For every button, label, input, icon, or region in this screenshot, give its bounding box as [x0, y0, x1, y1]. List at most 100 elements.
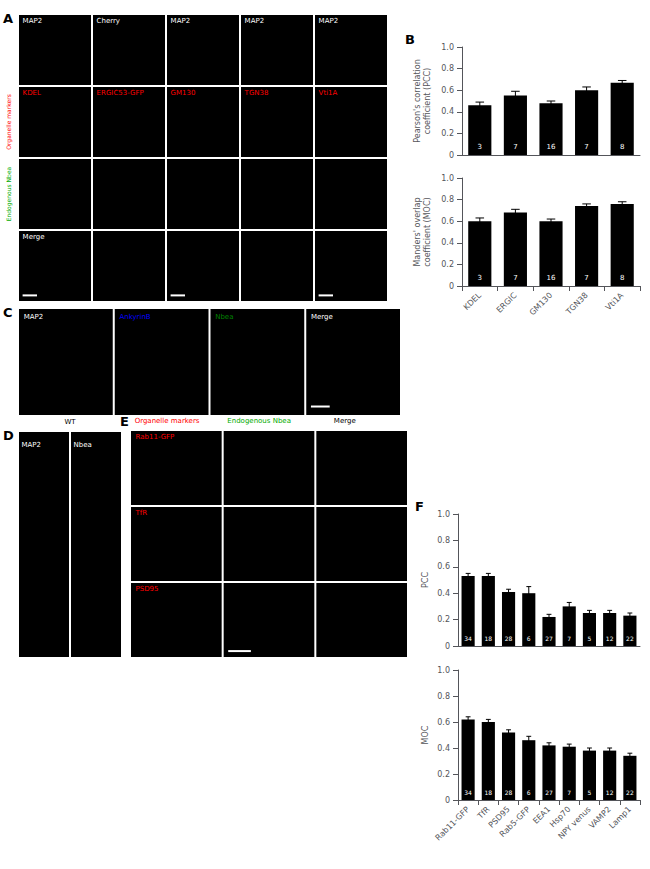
svg-text:B: B: [405, 32, 415, 47]
svg-text:0.8: 0.8: [437, 692, 450, 701]
svg-text:Merge: Merge: [23, 233, 45, 241]
svg-text:Manders' overlap: Manders' overlap: [413, 197, 422, 266]
svg-text:28: 28: [505, 635, 513, 642]
svg-text:TfR: TfR: [135, 509, 148, 517]
svg-text:Organelle markers: Organelle markers: [5, 94, 13, 150]
svg-text:PCC: PCC: [421, 572, 430, 588]
svg-text:28: 28: [505, 789, 513, 796]
svg-text:0.4: 0.4: [441, 107, 454, 116]
svg-text:0.8: 0.8: [441, 195, 454, 204]
svg-text:Vti1A: Vti1A: [604, 290, 626, 312]
svg-text:1.0: 1.0: [441, 174, 454, 183]
svg-text:18: 18: [485, 789, 493, 796]
svg-text:0: 0: [449, 282, 454, 291]
svg-text:16: 16: [547, 274, 556, 282]
svg-text:GM130: GM130: [171, 89, 196, 97]
svg-text:5: 5: [588, 635, 592, 642]
svg-text:0.4: 0.4: [441, 238, 454, 247]
svg-text:34: 34: [464, 789, 472, 796]
svg-text:0.6: 0.6: [437, 562, 450, 571]
svg-text:MAP2: MAP2: [23, 17, 43, 25]
svg-text:6: 6: [527, 635, 531, 642]
svg-text:3: 3: [478, 274, 482, 282]
svg-text:Vti1A: Vti1A: [319, 89, 338, 97]
svg-text:coefficient (PCC): coefficient (PCC): [423, 68, 432, 134]
svg-text:E: E: [120, 414, 129, 429]
svg-text:Rab11-GFP: Rab11-GFP: [136, 433, 175, 441]
svg-text:AnkyrinB: AnkyrinB: [119, 313, 150, 321]
svg-text:NPY venus: NPY venus: [556, 804, 593, 841]
svg-text:16: 16: [547, 143, 556, 151]
svg-text:A: A: [3, 11, 13, 26]
svg-text:0.2: 0.2: [437, 615, 450, 624]
svg-text:7: 7: [584, 274, 588, 282]
svg-text:1.0: 1.0: [441, 43, 454, 52]
svg-text:0.2: 0.2: [441, 260, 454, 269]
svg-text:6: 6: [527, 789, 531, 796]
svg-text:Cherry: Cherry: [97, 17, 120, 25]
svg-text:TfR: TfR: [475, 805, 492, 822]
svg-text:Organelle markers: Organelle markers: [135, 417, 200, 425]
svg-text:MAP2: MAP2: [245, 17, 265, 25]
svg-text:5: 5: [588, 789, 592, 796]
svg-text:0.6: 0.6: [441, 86, 454, 95]
svg-text:8: 8: [620, 143, 624, 151]
svg-text:0.6: 0.6: [437, 718, 450, 727]
svg-text:MAP2: MAP2: [171, 17, 191, 25]
svg-text:PSD95: PSD95: [136, 585, 159, 593]
svg-text:Lamp1: Lamp1: [607, 805, 633, 831]
svg-text:0: 0: [445, 796, 450, 805]
svg-text:GM130: GM130: [528, 291, 554, 317]
svg-text:1.0: 1.0: [437, 666, 450, 675]
svg-text:TGN38: TGN38: [244, 89, 269, 97]
svg-text:Merge: Merge: [334, 417, 356, 425]
svg-text:0.6: 0.6: [441, 217, 454, 226]
svg-text:Merge: Merge: [311, 313, 333, 321]
svg-text:WT: WT: [64, 418, 76, 426]
svg-text:7: 7: [513, 274, 517, 282]
svg-text:7: 7: [584, 143, 588, 151]
svg-text:coefficient (MOC): coefficient (MOC): [423, 197, 432, 266]
svg-text:0.8: 0.8: [437, 536, 450, 545]
svg-text:TGN38: TGN38: [563, 291, 589, 317]
svg-text:1.0: 1.0: [437, 510, 450, 519]
svg-text:22: 22: [626, 789, 634, 796]
svg-text:C: C: [3, 305, 13, 320]
svg-text:0: 0: [449, 151, 454, 160]
svg-text:34: 34: [464, 635, 472, 642]
svg-text:27: 27: [545, 789, 553, 796]
svg-text:Nbea: Nbea: [215, 313, 233, 321]
svg-text:12: 12: [606, 789, 614, 796]
svg-text:Rab11-GFP: Rab11-GFP: [434, 805, 472, 843]
svg-text:7: 7: [567, 789, 571, 796]
svg-text:D: D: [3, 428, 14, 443]
svg-text:Pearson's correlation: Pearson's correlation: [413, 59, 422, 143]
svg-text:18: 18: [485, 635, 493, 642]
svg-text:Endogenous Nbea: Endogenous Nbea: [5, 166, 13, 221]
svg-text:ERGIC: ERGIC: [495, 291, 519, 315]
svg-text:KDEL: KDEL: [462, 290, 484, 312]
svg-text:7: 7: [567, 635, 571, 642]
svg-text:3: 3: [478, 143, 482, 151]
svg-text:8: 8: [620, 274, 624, 282]
svg-text:12: 12: [606, 635, 614, 642]
svg-text:MOC: MOC: [421, 725, 430, 744]
svg-text:Nbea: Nbea: [74, 441, 92, 449]
svg-text:0.8: 0.8: [441, 64, 454, 73]
svg-text:0.2: 0.2: [437, 770, 450, 779]
svg-text:0.2: 0.2: [441, 129, 454, 138]
svg-text:0.4: 0.4: [437, 589, 450, 598]
svg-text:MAP2: MAP2: [319, 17, 339, 25]
svg-text:MAP2: MAP2: [24, 313, 44, 321]
svg-text:KDEL: KDEL: [23, 89, 41, 97]
svg-text:ERGIC53-GFP: ERGIC53-GFP: [97, 89, 144, 97]
svg-text:7: 7: [513, 143, 517, 151]
svg-text:27: 27: [545, 635, 553, 642]
svg-text:MAP2: MAP2: [22, 441, 42, 449]
svg-text:22: 22: [626, 635, 634, 642]
svg-text:Endogenous Nbea: Endogenous Nbea: [227, 417, 291, 425]
svg-text:Rab5-GFP: Rab5-GFP: [498, 805, 532, 839]
svg-text:0: 0: [445, 642, 450, 651]
svg-text:0.4: 0.4: [437, 744, 450, 753]
svg-text:F: F: [415, 499, 424, 514]
